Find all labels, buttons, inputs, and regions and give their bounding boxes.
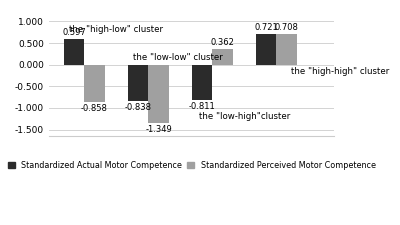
Bar [256,34,276,65]
Text: 0.362: 0.362 [211,38,234,47]
Bar [192,65,212,100]
Bar [128,65,148,101]
Text: -0.838: -0.838 [124,103,152,112]
Text: the "low-low" cluster: the "low-low" cluster [133,53,223,62]
Legend: Standardized Actual Motor Competence, Standardized Perceived Motor Competence: Standardized Actual Motor Competence, St… [7,160,376,171]
Text: 0.721: 0.721 [254,23,278,32]
Text: the "low-high"cluster: the "low-high"cluster [199,112,290,121]
Text: -1.349: -1.349 [145,125,172,134]
Text: 0.597: 0.597 [62,28,86,37]
Bar [64,39,84,65]
Text: -0.858: -0.858 [81,104,108,112]
Bar [276,34,297,65]
Bar [148,65,169,123]
Text: 0.708: 0.708 [275,23,299,32]
Bar [84,65,105,102]
Text: the "high-low" cluster: the "high-low" cluster [69,25,163,34]
Text: -0.811: -0.811 [189,101,216,110]
Bar [212,49,233,65]
Text: the "high-high" cluster: the "high-high" cluster [290,67,389,76]
